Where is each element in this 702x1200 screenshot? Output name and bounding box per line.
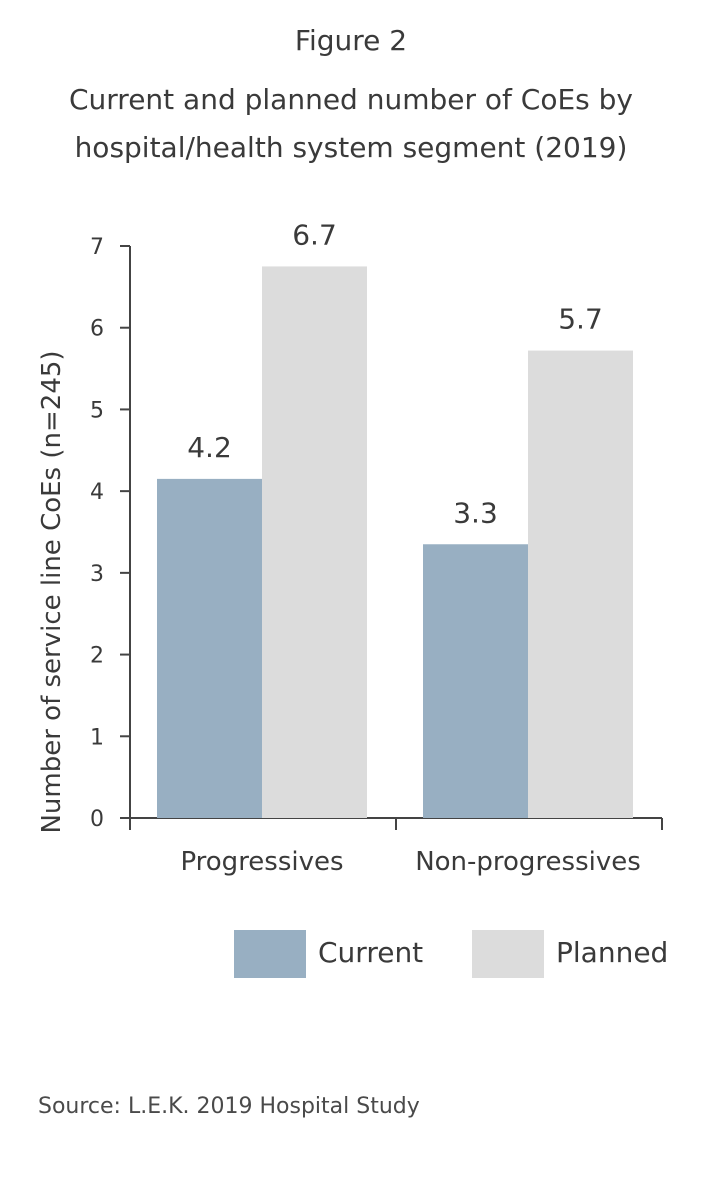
y-tick-label: 5 — [90, 398, 104, 423]
y-tick-label: 7 — [90, 235, 104, 260]
y-tick-label: 2 — [90, 644, 104, 669]
legend-label-current: Current — [318, 936, 424, 969]
legend-label-planned: Planned — [556, 936, 669, 969]
data-label-planned: 6.7 — [292, 218, 337, 251]
y-axis-title: Number of service line CoEs (n=245) — [37, 350, 67, 833]
y-tick-label: 1 — [90, 725, 104, 750]
legend-swatch-current — [234, 930, 306, 978]
x-category-label: Progressives — [180, 847, 343, 877]
bar-planned — [262, 266, 367, 818]
chart-title-line-1: Current and planned number of CoEs by — [68, 83, 634, 116]
data-label-current: 3.3 — [453, 496, 498, 529]
y-tick-label: 6 — [90, 317, 104, 342]
data-label-current: 4.2 — [187, 431, 232, 464]
y-tick-label: 0 — [90, 807, 104, 832]
bar-planned — [528, 350, 633, 818]
y-tick-label: 3 — [90, 562, 104, 587]
x-category-label: Non-progressives — [415, 847, 641, 877]
figure-label: Figure 2 — [294, 24, 408, 57]
bar-current — [157, 478, 262, 818]
legend-swatch-planned — [472, 930, 544, 978]
bar-current — [423, 544, 528, 818]
source-note: Source: L.E.K. 2019 Hospital Study — [38, 1094, 420, 1119]
data-label-planned: 5.7 — [558, 303, 603, 336]
chart-title-line-2: hospital/health system segment (2019) — [74, 131, 628, 164]
y-tick-label: 4 — [90, 480, 104, 505]
bar-chart: 0 1 2 3 4 5 6 7 4.2 6.7 Progressives 3.3 5.7 Non-prog… — [37, 218, 663, 877]
chart-title: Current and planned number of CoEs by ho… — [0, 76, 702, 172]
